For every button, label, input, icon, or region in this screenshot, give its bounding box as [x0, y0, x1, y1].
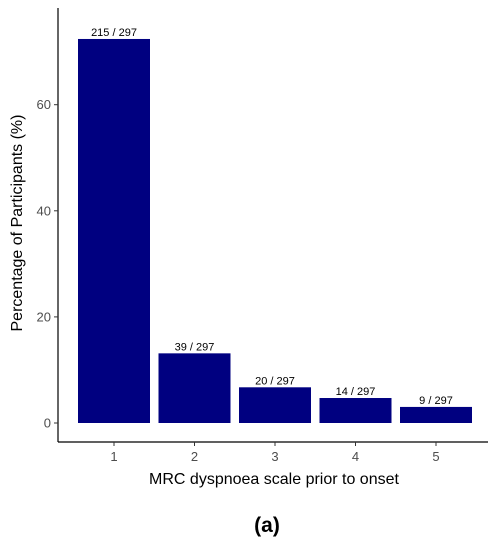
bar-data-label: 20 / 297 — [255, 375, 295, 387]
y-axis-title: Percentage of Participants (%) — [9, 115, 26, 332]
y-axis-ticks: 0 20 40 60 — [37, 97, 58, 431]
panel-label: (a) — [254, 514, 280, 537]
x-tick-label: 4 — [352, 449, 359, 464]
bars — [78, 38, 472, 424]
x-tick-label: 3 — [271, 449, 278, 464]
bar-3 — [239, 387, 311, 423]
y-tick-label: 60 — [37, 97, 51, 112]
bar-data-label: 14 / 297 — [336, 386, 376, 398]
y-tick-label: 40 — [37, 203, 51, 218]
y-tick-label: 0 — [44, 416, 51, 431]
bar-data-label: 39 / 297 — [175, 341, 215, 353]
x-tick-label: 5 — [432, 449, 439, 464]
y-tick-label: 20 — [37, 309, 51, 324]
bar-data-label: 215 / 297 — [91, 27, 137, 39]
x-tick-label: 1 — [110, 449, 117, 464]
bar-5 — [400, 406, 472, 423]
bar-1 — [78, 38, 150, 424]
bar-4 — [319, 398, 392, 423]
x-axis-title: MRC dyspnoea scale prior to onset — [149, 471, 399, 488]
x-axis-ticks: 1 2 3 4 5 — [110, 442, 440, 464]
x-tick-label: 2 — [191, 449, 198, 464]
bar-2 — [158, 353, 231, 423]
bar-data-label: 9 / 297 — [419, 395, 453, 407]
bar-data-labels: 215 / 297 39 / 297 20 / 297 14 / 297 9 / 297 — [91, 27, 453, 407]
